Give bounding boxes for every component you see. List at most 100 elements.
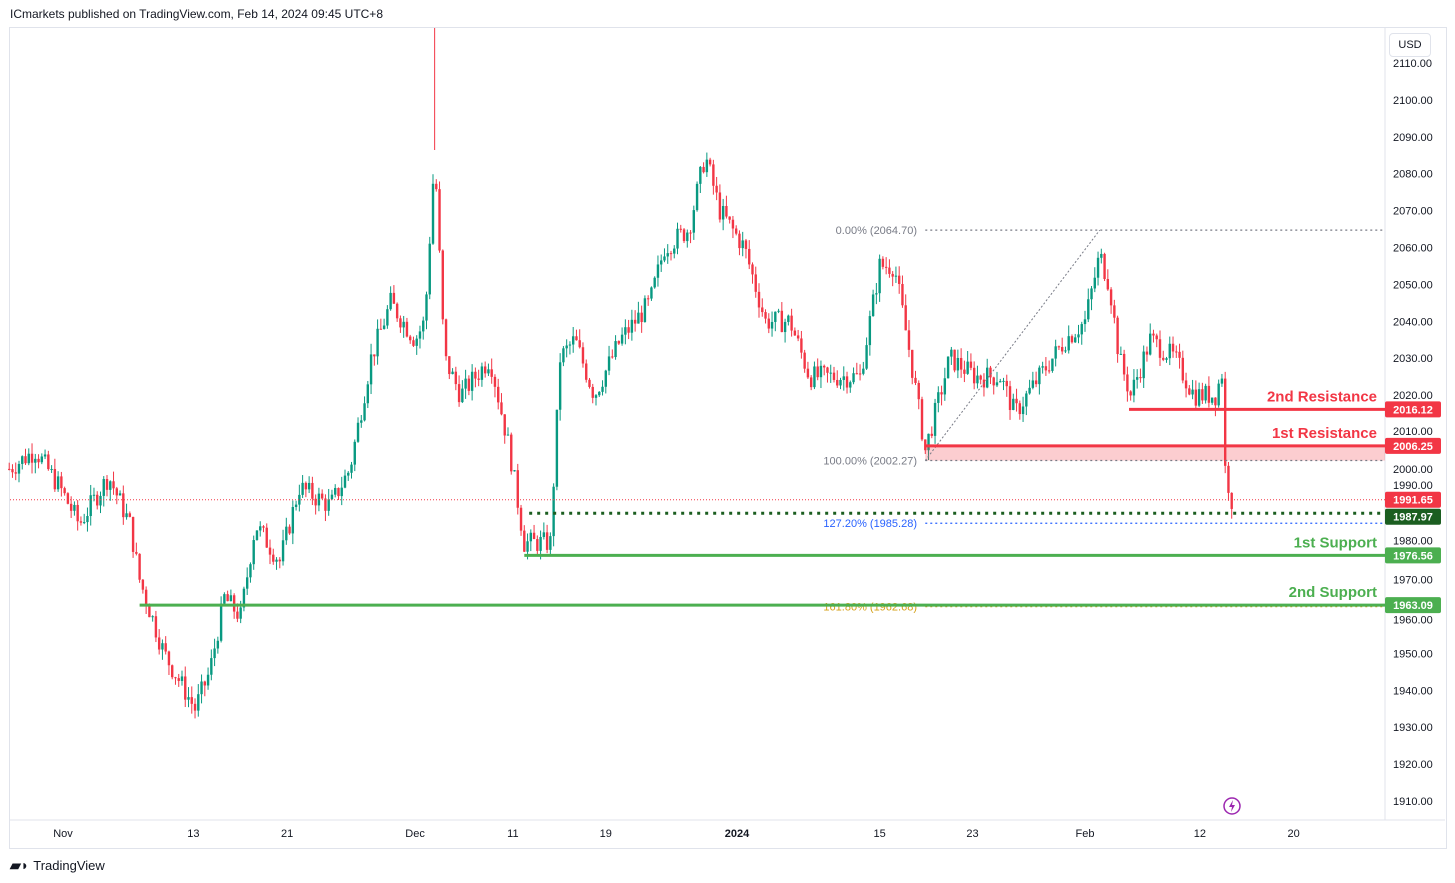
candle (17, 463, 21, 474)
candle (979, 375, 982, 380)
resistance-zone (925, 445, 1385, 461)
candle (92, 494, 96, 496)
candle (262, 526, 265, 528)
candle (796, 335, 800, 339)
candle (431, 183, 435, 244)
chart-frame[interactable] (9, 27, 1447, 849)
candle (174, 677, 177, 679)
currency-button[interactable]: USD (1389, 33, 1431, 57)
candle (161, 643, 164, 650)
candle (581, 347, 585, 364)
candle (386, 309, 389, 326)
candle (480, 366, 484, 380)
candle (89, 495, 92, 517)
y-tick-label: 1910.00 (1393, 796, 1433, 808)
x-tick-label: Feb (1076, 828, 1095, 840)
candle (1227, 465, 1230, 493)
candle (731, 219, 735, 229)
candle (451, 371, 454, 375)
candle (503, 414, 506, 436)
support-tag (1385, 597, 1441, 614)
candle (1135, 377, 1139, 380)
support-label: 2nd Support (1289, 584, 1377, 601)
candle (464, 378, 467, 389)
candle (715, 185, 718, 193)
tv-logo-icon: ▰◗ (10, 857, 30, 873)
candle (327, 499, 330, 511)
candle (1012, 398, 1015, 410)
candle (43, 454, 47, 457)
candle (858, 373, 862, 375)
candle (999, 381, 1002, 383)
tradingview-logo[interactable]: ▰◗ TradingView (10, 857, 105, 874)
candle (415, 338, 418, 346)
support-tag (1385, 547, 1441, 564)
candle (1080, 324, 1083, 335)
candle (748, 248, 751, 265)
candle (774, 311, 777, 322)
candle (868, 316, 872, 346)
candle (1087, 299, 1090, 320)
candle (849, 382, 852, 388)
candle (992, 377, 995, 386)
candle (281, 540, 285, 562)
candle (976, 375, 979, 384)
candle (259, 526, 262, 531)
candle (193, 703, 197, 711)
resistance-tag-label: 2016.12 (1393, 404, 1433, 416)
candle (558, 362, 562, 410)
candle (242, 588, 246, 608)
candle (888, 267, 891, 274)
candle (232, 595, 236, 612)
candle (37, 458, 40, 463)
candle (767, 318, 770, 329)
candle (578, 340, 581, 348)
candle (972, 367, 976, 384)
candle (555, 409, 559, 487)
x-tick-label: 11 (507, 828, 518, 840)
candle (950, 349, 953, 357)
y-tick-label: 1940.00 (1393, 685, 1433, 697)
x-tick-label: Nov (53, 828, 73, 840)
y-tick-label: 2090.00 (1393, 132, 1433, 144)
candle (444, 319, 448, 357)
candle (500, 402, 503, 415)
y-tick-label: 2040.00 (1393, 316, 1433, 328)
candle (761, 307, 764, 313)
candle (894, 275, 898, 277)
candle (1158, 339, 1162, 358)
resistance-tag (1385, 401, 1441, 418)
candle (356, 422, 360, 442)
candle (236, 611, 239, 619)
candle (1031, 380, 1035, 388)
candle (448, 356, 451, 375)
candle (1008, 386, 1012, 410)
candle (311, 482, 314, 499)
candle (601, 386, 604, 392)
candle (819, 365, 823, 378)
candle (73, 504, 76, 511)
candle (1038, 367, 1041, 385)
resistance-tag (1385, 437, 1441, 454)
candle (777, 310, 780, 312)
candle (1145, 351, 1149, 355)
candle (206, 674, 210, 686)
candle (995, 382, 999, 386)
candle (783, 321, 787, 333)
candle (1096, 257, 1100, 278)
candle (457, 384, 461, 403)
candle (986, 367, 989, 388)
candle (1132, 379, 1136, 396)
candle (650, 287, 653, 299)
x-tick-label: 21 (281, 828, 293, 840)
candle (272, 554, 275, 562)
candle (1018, 403, 1022, 415)
candle (1109, 289, 1113, 306)
y-tick-label: 2050.00 (1393, 279, 1433, 291)
candle (109, 481, 112, 490)
candle (157, 637, 161, 650)
candle (1051, 358, 1054, 371)
candle (200, 681, 203, 695)
y-tick-label: 1960.00 (1393, 615, 1433, 627)
